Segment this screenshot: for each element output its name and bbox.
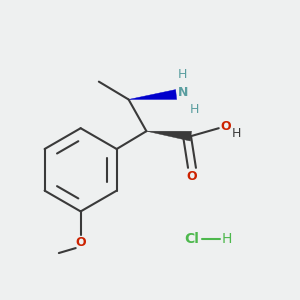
Text: O: O [187, 170, 197, 183]
Text: N: N [178, 86, 188, 99]
Polygon shape [146, 131, 191, 141]
Text: H: H [190, 103, 200, 116]
Text: O: O [75, 236, 86, 249]
Polygon shape [129, 90, 177, 100]
Text: H: H [221, 232, 232, 246]
Text: Cl: Cl [185, 232, 200, 246]
Text: H: H [178, 68, 188, 81]
Text: H: H [232, 127, 241, 140]
Text: O: O [221, 120, 231, 133]
